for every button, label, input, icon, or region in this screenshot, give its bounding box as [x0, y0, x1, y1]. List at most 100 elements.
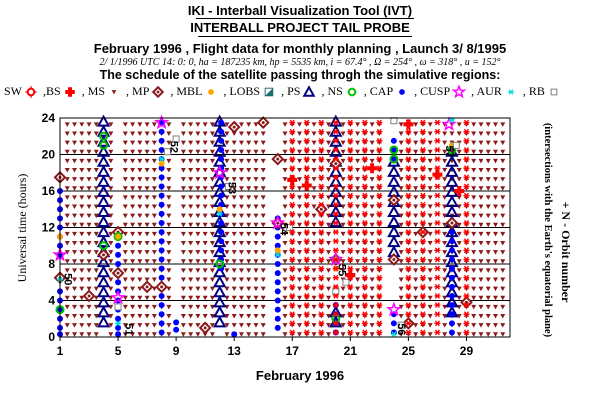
ms-point	[442, 304, 448, 310]
ms-point	[369, 158, 375, 164]
ms-point	[485, 231, 491, 237]
ms-point	[427, 332, 433, 337]
ms-point	[500, 131, 506, 137]
ms-point	[108, 168, 114, 173]
ms-point	[64, 222, 70, 228]
ms-point	[93, 122, 99, 127]
orbit-number-label: 57	[443, 145, 455, 157]
ps-point	[212, 305, 227, 318]
ms-point	[442, 268, 448, 273]
ms-point	[93, 149, 99, 155]
ms-point	[122, 268, 128, 273]
ms-point	[297, 277, 303, 283]
sw-point	[318, 201, 325, 208]
sw-point	[318, 311, 325, 318]
ms-point	[238, 204, 244, 210]
cap-point	[158, 210, 165, 217]
ms-point	[93, 250, 99, 255]
cap-point	[115, 242, 122, 249]
ms-point	[442, 204, 448, 210]
ms-point	[297, 140, 303, 146]
ms-point	[79, 122, 85, 127]
ms-point	[79, 186, 85, 191]
ms-point	[209, 250, 215, 255]
ms-point	[188, 177, 194, 182]
ms-point	[413, 295, 419, 301]
ms-point	[180, 204, 186, 210]
sw-point	[347, 119, 354, 126]
ms-point	[202, 177, 208, 182]
ms-point	[427, 222, 433, 228]
ms-point	[260, 131, 266, 137]
ms-point	[72, 204, 78, 210]
legend-label: , AUR	[471, 84, 502, 98]
ms-point	[195, 286, 201, 292]
ms-point	[209, 222, 215, 228]
ms-point	[326, 332, 332, 337]
sw-point	[361, 320, 368, 327]
ms-point	[427, 231, 433, 237]
ms-point	[253, 286, 259, 292]
ps-point	[387, 174, 401, 187]
ms-point	[326, 177, 332, 182]
ms-point	[478, 231, 484, 237]
ms-point	[442, 149, 448, 155]
ms-point	[326, 213, 332, 219]
ms-point	[297, 158, 303, 164]
ms-point	[492, 277, 498, 283]
ms-point	[311, 158, 317, 164]
ms-point	[500, 314, 506, 319]
ms-point	[166, 250, 172, 255]
ms-point	[369, 231, 375, 237]
sw-point	[332, 156, 339, 162]
sw-point	[332, 201, 339, 208]
ms-point	[326, 231, 332, 237]
sw-point	[376, 320, 383, 327]
sw-point	[289, 265, 296, 272]
sw-point	[463, 156, 470, 162]
ms-point	[224, 122, 230, 127]
ms-point	[224, 204, 230, 210]
sw-point	[361, 302, 368, 308]
ms-point	[137, 268, 143, 273]
orbit-number-label: 52	[167, 141, 179, 153]
sw-point	[318, 302, 325, 308]
ms-point	[195, 186, 201, 191]
ms-point	[478, 140, 484, 146]
ms-point	[195, 177, 201, 182]
ms-point	[108, 323, 114, 328]
ms-point	[202, 241, 208, 246]
ms-point	[137, 259, 143, 264]
sw-point	[419, 210, 426, 217]
cap-point	[173, 326, 180, 333]
ms-point	[340, 122, 346, 127]
ms-point	[188, 332, 194, 337]
ms-point	[130, 241, 136, 246]
ms-point	[355, 268, 361, 273]
sw-point	[361, 256, 368, 263]
sw-point	[376, 183, 383, 190]
ms-point	[79, 323, 85, 328]
aur-point	[390, 331, 397, 338]
sw-point	[419, 265, 426, 272]
ms-point	[166, 186, 172, 191]
ms-point	[246, 195, 252, 200]
ps-point	[96, 204, 111, 217]
ps-point	[212, 315, 227, 328]
ms-point	[195, 304, 201, 310]
ms-point	[246, 286, 252, 292]
ms-point	[253, 314, 259, 319]
ms-point	[500, 295, 506, 301]
rb-point	[224, 182, 232, 190]
ms-point	[478, 295, 484, 301]
ms-point	[86, 222, 92, 228]
ms-point	[340, 259, 346, 264]
ms-point	[86, 204, 92, 210]
ms-point	[86, 323, 92, 328]
ms-point	[456, 222, 462, 228]
ms-point	[500, 195, 506, 200]
ms-point	[180, 277, 186, 283]
ms-point	[340, 186, 346, 191]
sw-point	[332, 247, 339, 254]
ms-point	[471, 168, 477, 173]
